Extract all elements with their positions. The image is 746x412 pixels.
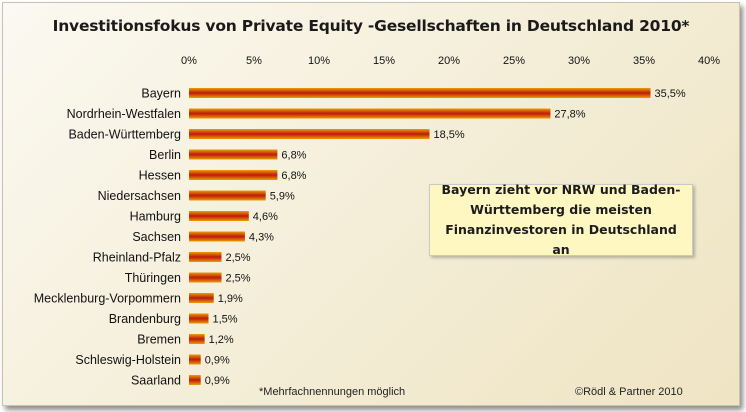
annotation-callout: Bayern zieht vor NRW und Baden-Württembe… bbox=[429, 182, 693, 257]
data-label: 6,8% bbox=[281, 170, 306, 182]
x-tick-label: 15% bbox=[373, 55, 395, 67]
footnote: *Mehrfachnennungen möglich bbox=[259, 386, 406, 398]
chart-title: Investitionsfokus von Private Equity -Ge… bbox=[52, 17, 690, 35]
category-label: Brandenburg bbox=[109, 312, 181, 326]
category-label: Hessen bbox=[139, 169, 181, 183]
category-label: Sachsen bbox=[132, 230, 181, 244]
bar bbox=[189, 293, 214, 303]
category-label: Saarland bbox=[131, 374, 181, 388]
category-label: Nordrhein-Westfalen bbox=[67, 107, 181, 121]
bar bbox=[189, 211, 249, 221]
data-label: 0,9% bbox=[205, 355, 230, 367]
x-tick-label: 10% bbox=[308, 55, 330, 67]
bar bbox=[189, 129, 430, 139]
data-label: 27,8% bbox=[554, 109, 585, 121]
data-label: 2,5% bbox=[226, 273, 251, 285]
x-tick-label: 40% bbox=[698, 55, 720, 67]
category-label: Rheinland-Pfalz bbox=[93, 251, 181, 265]
x-tick-label: 5% bbox=[246, 55, 262, 67]
x-tick-label: 25% bbox=[503, 55, 525, 67]
bar bbox=[189, 231, 245, 242]
data-label: 1,9% bbox=[218, 293, 243, 305]
category-label: Bayern bbox=[141, 87, 181, 101]
x-tick-label: 35% bbox=[633, 55, 655, 67]
bar bbox=[189, 170, 278, 180]
chart-frame: Investitionsfokus von Private Equity -Ge… bbox=[2, 2, 740, 406]
data-label: 1,5% bbox=[213, 314, 238, 326]
data-label: 4,6% bbox=[253, 211, 278, 223]
bar bbox=[189, 354, 201, 365]
data-label: 0,9% bbox=[205, 375, 230, 387]
data-label: 18,5% bbox=[434, 129, 465, 141]
category-label: Berlin bbox=[149, 148, 181, 162]
category-label: Schleswig-Holstein bbox=[75, 353, 181, 367]
bar bbox=[189, 108, 551, 119]
x-tick-label: 30% bbox=[568, 55, 590, 67]
bar bbox=[189, 375, 201, 385]
data-label: 4,3% bbox=[249, 232, 274, 244]
bar bbox=[189, 313, 209, 324]
x-tick-label: 0% bbox=[181, 55, 197, 67]
bar bbox=[189, 88, 651, 98]
category-label: Mecklenburg-Vorpommern bbox=[34, 292, 181, 306]
category-label: Hamburg bbox=[130, 210, 181, 224]
bar bbox=[189, 334, 205, 344]
data-label: 1,2% bbox=[209, 334, 234, 346]
x-tick-label: 20% bbox=[438, 55, 460, 67]
bar bbox=[189, 252, 222, 262]
bar bbox=[189, 272, 222, 283]
category-label: Niedersachsen bbox=[98, 189, 181, 203]
category-label: Thüringen bbox=[125, 271, 181, 285]
category-label: Bremen bbox=[137, 333, 181, 347]
data-label: 35,5% bbox=[655, 88, 686, 100]
category-label: Baden-Württemberg bbox=[68, 128, 181, 142]
bar bbox=[189, 149, 278, 160]
data-label: 5,9% bbox=[270, 191, 295, 203]
source-credit: ©Rödl & Partner 2010 bbox=[575, 386, 683, 398]
data-label: 6,8% bbox=[281, 150, 306, 162]
data-label: 2,5% bbox=[226, 252, 251, 264]
bar bbox=[189, 190, 266, 201]
bar-chart: 0% 5% 10% 15% 20% 25% 30% 35% 40% Bayern 35,5% Nord… bbox=[34, 55, 721, 388]
